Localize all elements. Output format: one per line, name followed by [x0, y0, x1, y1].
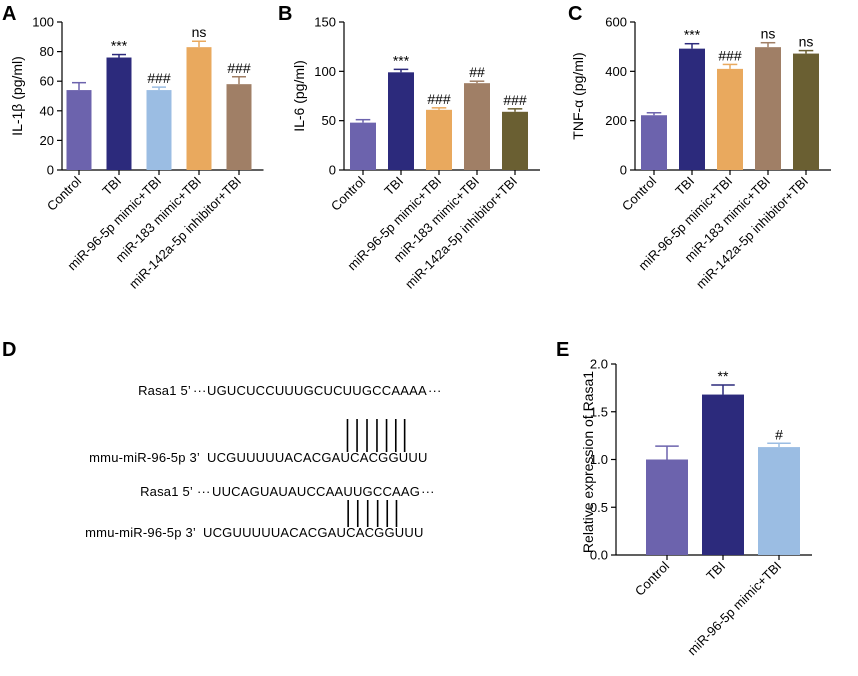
panel-letter-d: D — [2, 339, 16, 361]
y-tick-label: 1.5 — [590, 404, 608, 419]
significance-label: ns — [799, 34, 814, 50]
significance-label: ### — [227, 60, 251, 76]
site2-pairing-lines — [347, 500, 398, 527]
y-tick-label: 400 — [605, 64, 627, 79]
y-tick-label: 1.0 — [590, 452, 608, 467]
category-label: miR-96-5p mimic+TBI — [684, 559, 784, 659]
site1-target-dots-left: ··· — [193, 383, 207, 398]
panel-d-alignment: Rasa1 5’ ··· UGUCUCCUUUGCUCUUGCCAAAA ···… — [85, 383, 441, 540]
site1-target-seq: UGUCUCCUUUGCUCUUGCCAAAA — [207, 383, 427, 398]
category-label: TBI — [672, 174, 697, 199]
y-axis-label: IL-1β (pg/ml) — [9, 56, 25, 136]
site2-target-dots-left: ··· — [197, 484, 211, 499]
y-tick-label: 0.0 — [590, 548, 608, 563]
category-label: TBI — [381, 174, 406, 199]
y-axis-label: Relative expression of Rasa1 — [580, 371, 596, 553]
site2-target-label: Rasa1 5’ — [140, 484, 193, 499]
chart-il1b: 0 20 40 60 80 100 IL-1β (pg/ml) Control *** TBI ##… — [9, 15, 264, 292]
bar — [106, 57, 132, 170]
bar — [146, 90, 172, 170]
site2-target-seq: UUCAGUAUAUCCAAUUGCCAAG — [212, 484, 420, 499]
bar — [66, 90, 92, 170]
category-label: Control — [44, 173, 84, 213]
site2-mirna-label: mmu-miR-96-5p 3’ — [85, 525, 196, 540]
bar — [641, 115, 667, 170]
category-label: TBI — [99, 174, 124, 199]
y-tick-label: 200 — [605, 113, 627, 128]
bar — [679, 48, 705, 170]
panel-letter-a: A — [2, 3, 16, 25]
y-tick-label: 150 — [314, 15, 336, 30]
significance-label: ns — [761, 26, 776, 42]
site1-mirna-label: mmu-miR-96-5p 3’ — [89, 450, 200, 465]
bar — [464, 83, 490, 170]
panel-letter-e: E — [556, 339, 569, 361]
y-axis-label: IL-6 (pg/ml) — [291, 60, 307, 132]
bar — [226, 84, 252, 170]
y-tick-label: 100 — [32, 15, 54, 30]
bar — [502, 111, 528, 170]
significance-label: *** — [111, 38, 128, 54]
bar — [186, 47, 212, 170]
site1-pairing-lines — [346, 419, 406, 452]
significance-label: ## — [469, 64, 485, 80]
bar — [717, 68, 743, 170]
y-tick-label: 0 — [47, 163, 54, 178]
y-tick-label: 60 — [40, 74, 54, 89]
site1-target-label: Rasa1 5’ — [138, 383, 191, 398]
site1-target-dots-right: ··· — [428, 383, 442, 398]
y-tick-label: 20 — [40, 133, 54, 148]
bar — [702, 394, 744, 555]
y-tick-label: 0 — [620, 163, 627, 178]
bar — [758, 447, 800, 555]
bar — [793, 53, 819, 170]
significance-label: ### — [147, 70, 171, 86]
significance-label: ns — [192, 24, 207, 40]
significance-label: ** — [718, 368, 729, 384]
bar — [388, 72, 414, 170]
bar — [426, 109, 452, 170]
significance-label: *** — [393, 52, 410, 68]
y-tick-label: 100 — [314, 64, 336, 79]
panel-letter-b: B — [278, 3, 292, 25]
y-tick-label: 40 — [40, 103, 54, 118]
category-label: Control — [619, 173, 659, 213]
y-tick-label: 600 — [605, 15, 627, 30]
bar — [646, 459, 688, 555]
significance-label: # — [775, 426, 783, 442]
significance-label: ### — [503, 92, 527, 108]
significance-label: ### — [718, 47, 742, 63]
y-tick-label: 50 — [322, 113, 336, 128]
panel-letter-c: C — [568, 3, 582, 25]
category-label: TBI — [703, 559, 728, 584]
bar — [350, 122, 376, 170]
y-tick-label: 80 — [40, 44, 54, 59]
site2-target-dots-right: ··· — [421, 484, 435, 499]
significance-label: *** — [684, 27, 701, 43]
bar — [755, 47, 781, 170]
y-axis-label: TNF-α (pg/ml) — [570, 52, 586, 139]
y-tick-label: 0 — [329, 163, 336, 178]
category-label: Control — [328, 173, 368, 213]
y-tick-label: 0.5 — [590, 500, 608, 515]
site1-mirna-seq: UCGUUUUUACACGAUCACGGUUU — [207, 450, 428, 465]
significance-label: ### — [427, 91, 451, 107]
category-label: Control — [632, 558, 672, 598]
y-tick-label: 2.0 — [590, 357, 608, 372]
site2-mirna-seq: UCGUUUUUACACGAUCACGGUUU — [203, 525, 424, 540]
